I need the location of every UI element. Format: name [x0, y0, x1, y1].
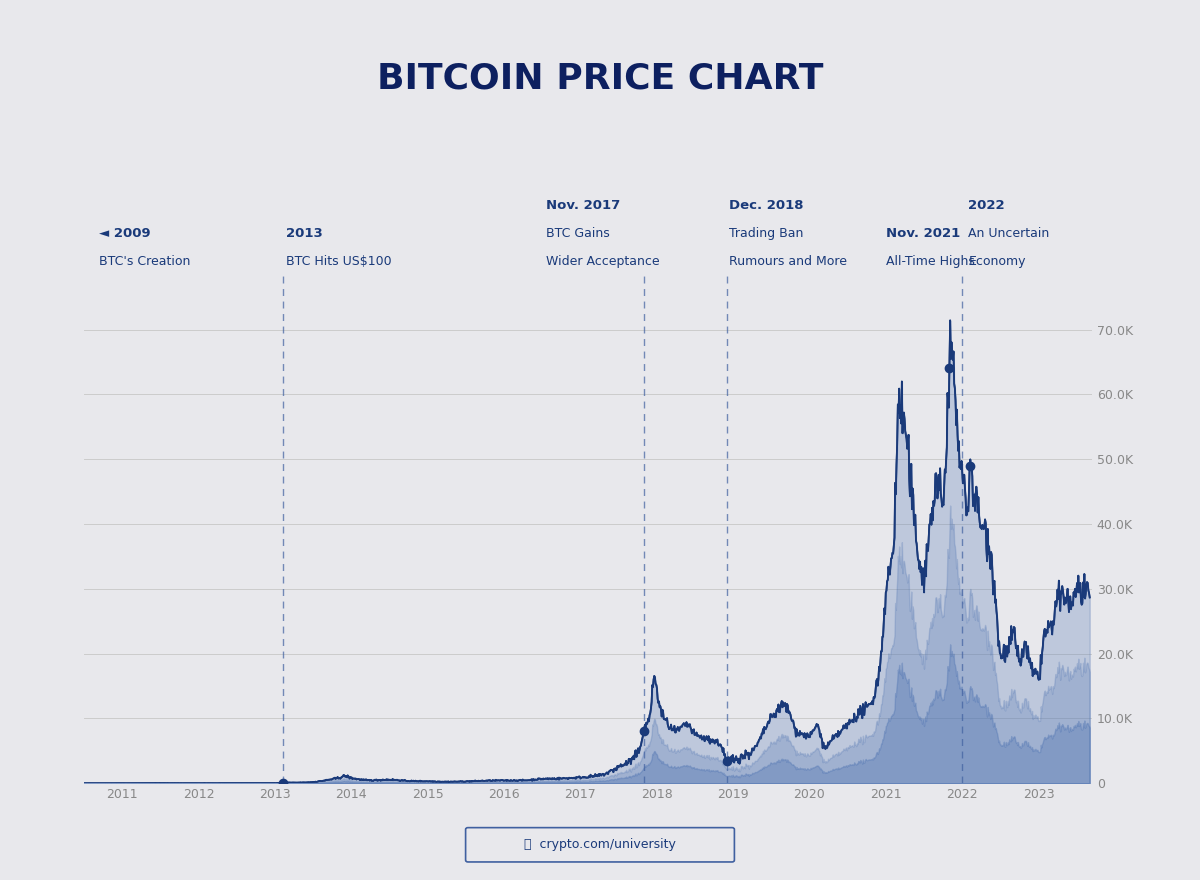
Text: Rumours and More: Rumours and More	[730, 255, 847, 268]
Text: Ⓕ  crypto.com/university: Ⓕ crypto.com/university	[524, 839, 676, 851]
Text: An Uncertain: An Uncertain	[968, 227, 1050, 240]
Text: Nov. 2017: Nov. 2017	[546, 199, 620, 212]
Text: BITCOIN PRICE CHART: BITCOIN PRICE CHART	[377, 62, 823, 96]
Text: Dec. 2018: Dec. 2018	[730, 199, 804, 212]
Text: BTC Gains: BTC Gains	[546, 227, 610, 240]
Text: BTC's Creation: BTC's Creation	[100, 255, 191, 268]
Text: BTC Hits US$100: BTC Hits US$100	[287, 255, 392, 268]
Text: Wider Acceptance: Wider Acceptance	[546, 255, 660, 268]
Text: ◄ 2009: ◄ 2009	[100, 227, 151, 240]
Text: 2022: 2022	[968, 199, 1004, 212]
Text: All-Time Highs: All-Time Highs	[886, 255, 974, 268]
Text: Trading Ban: Trading Ban	[730, 227, 804, 240]
Text: 2013: 2013	[287, 227, 323, 240]
Text: Nov. 2021: Nov. 2021	[886, 227, 960, 240]
Text: Economy: Economy	[968, 255, 1026, 268]
